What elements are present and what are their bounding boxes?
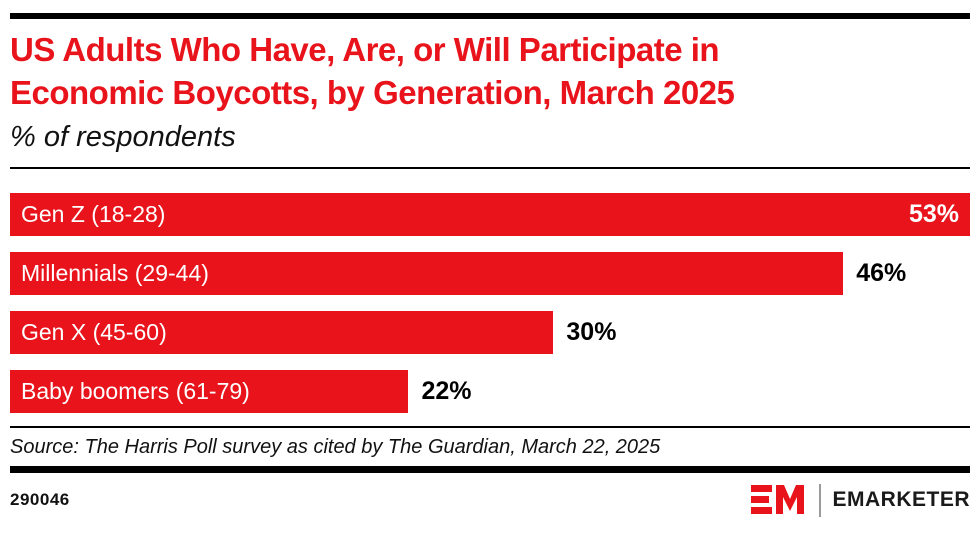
bar-category-label: Gen Z (18-28) [21,201,166,227]
emarketer-logo-text: EMARKETER [832,488,970,511]
emarketer-logo-icon [751,485,805,514]
bar-value-label: 22% [421,377,472,405]
bar: Baby boomers (61-79) [10,370,409,413]
bar-row-3: Gen X (45-60) 30% [10,311,970,354]
logo-divider [819,483,822,517]
source-note: Source: The Harris Poll survey as cited … [10,436,661,458]
bar-category-label: Millennials (29-44) [21,260,209,286]
chart-title-line2: Economic Boycotts, by Generation, March … [10,74,735,111]
footer-bar: 290046 EMARKETER [10,482,970,518]
bar: Gen X (45-60) [10,311,554,354]
bar-row-4: Baby boomers (61-79) 22% [10,370,970,413]
emarketer-logo: EMARKETER [751,482,970,518]
bar: Millennials (29-44) [10,252,844,295]
chart-title-line1: US Adults Who Have, Are, or Will Partici… [10,31,720,68]
footer-rule [10,466,970,473]
chart-title: US Adults Who Have, Are, or Will Partici… [10,28,970,114]
bar-row-1: Gen Z (18-28) 53% [10,193,970,236]
source-divider-rule [10,426,970,428]
bar-value-label: 30% [566,318,617,346]
bar-value-label: 46% [856,259,907,287]
bar: Gen Z (18-28) 53% [10,193,970,236]
bar-row-2: Millennials (29-44) 46% [10,252,970,295]
header-divider-rule [10,167,970,169]
top-rule [10,13,970,19]
bar-chart: Gen Z (18-28) 53% Millennials (29-44) 46% Ge… [10,193,970,413]
bar-category-label: Baby boomers (61-79) [21,378,250,404]
bar-value-label: 53% [908,200,959,228]
bar-category-label: Gen X (45-60) [21,319,167,345]
chart-subtitle: % of respondents [10,121,236,153]
chart-id: 290046 [10,490,70,509]
